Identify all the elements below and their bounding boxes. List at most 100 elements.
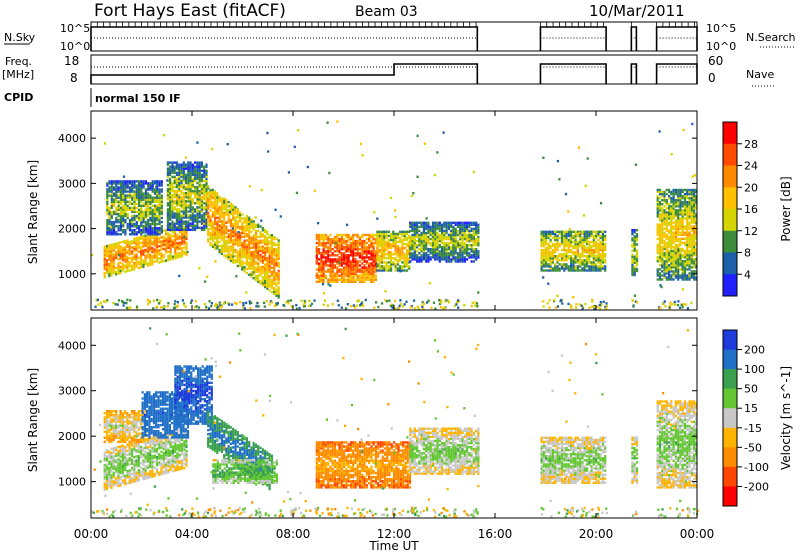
heatmap-cell <box>205 200 208 203</box>
heatmap-cell <box>169 181 172 185</box>
heatmap-cell <box>595 236 598 240</box>
heatmap-cell <box>401 248 404 252</box>
heatmap-cell <box>216 224 219 228</box>
heatmap-cell <box>663 215 666 218</box>
heatmap-cell <box>241 225 244 228</box>
heatmap-cell <box>683 253 687 257</box>
heatmap-cell <box>124 252 127 255</box>
heatmap-cell <box>327 241 330 245</box>
heatmap-cell <box>184 204 188 207</box>
heatmap-cell <box>268 266 271 270</box>
heatmap-cell <box>113 200 116 203</box>
heatmap-cell <box>318 266 321 269</box>
heatmap-cell <box>570 263 573 266</box>
heatmap-cell <box>670 233 673 236</box>
heatmap-cell <box>108 274 111 278</box>
heatmap-cell <box>277 280 280 283</box>
heatmap-cell <box>574 244 577 248</box>
heatmap-cell <box>169 214 172 217</box>
heatmap-cell <box>570 242 573 246</box>
heatmap-cell <box>452 229 455 233</box>
heatmap-cell <box>117 218 120 222</box>
heatmap-cell <box>658 258 662 261</box>
heatmap-cell <box>133 245 136 249</box>
heatmap-cell <box>133 257 136 261</box>
heatmap-cell <box>110 274 113 277</box>
heatmap-cell <box>396 248 399 252</box>
heatmap-cell <box>658 201 662 204</box>
heatmap-cell <box>207 221 210 225</box>
heatmap-cell <box>681 215 684 218</box>
heatmap-cell <box>189 194 192 197</box>
heatmap-cell <box>173 161 176 164</box>
heatmap-cell <box>203 194 206 197</box>
heatmap-cell <box>270 282 273 286</box>
heatmap-cell <box>672 262 675 265</box>
heatmap-cell <box>686 223 689 226</box>
heatmap-cell <box>113 188 116 191</box>
heatmap-cell <box>252 273 255 276</box>
heatmap-cell <box>676 303 680 307</box>
heatmap-cell <box>196 206 199 209</box>
heatmap-cell <box>103 257 106 261</box>
heatmap-cell <box>372 252 375 255</box>
heatmap-cell <box>376 246 379 250</box>
heatmap-cell <box>468 221 471 224</box>
heatmap-cell <box>392 242 395 246</box>
heatmap-cell <box>693 207 696 210</box>
heatmap-cell <box>229 249 233 252</box>
heatmap-cell <box>277 255 280 258</box>
heatmap-cell <box>270 248 273 251</box>
heatmap-cell <box>340 260 343 263</box>
heatmap-cell <box>133 266 136 269</box>
heatmap-cell <box>436 223 439 226</box>
heatmap-cell <box>466 227 469 231</box>
heatmap-cell <box>166 161 169 164</box>
heatmap-cell <box>248 232 251 236</box>
heatmap-cell <box>194 192 197 195</box>
heatmap-cell <box>452 246 455 249</box>
heatmap-cell <box>372 235 375 239</box>
heatmap-cell <box>459 260 462 263</box>
heatmap-cell <box>416 239 419 243</box>
heatmap-cell <box>182 212 185 215</box>
heatmap-cell <box>672 245 675 249</box>
heatmap-cell <box>567 269 570 272</box>
heatmap-cell <box>574 253 577 256</box>
heatmap-cell <box>378 244 381 248</box>
heatmap-cell <box>176 234 179 237</box>
heatmap-cell <box>470 233 473 237</box>
heatmap-cell <box>380 232 384 236</box>
heatmap-cell <box>399 299 402 302</box>
heatmap-cell <box>665 278 668 281</box>
heatmap-cell <box>672 194 675 198</box>
heatmap-cell <box>545 265 548 268</box>
heatmap-cell <box>169 224 172 227</box>
heatmap-cell <box>122 184 125 187</box>
heatmap-cell <box>670 211 673 214</box>
heatmap-cell <box>126 257 129 261</box>
heatmap-cell <box>677 215 680 218</box>
heatmap-cell <box>211 235 214 238</box>
heatmap-cell <box>115 225 118 228</box>
heatmap-cell <box>352 280 355 283</box>
heatmap-cell <box>674 270 677 273</box>
heatmap-cell <box>184 222 188 225</box>
heatmap-cell <box>133 196 136 199</box>
heatmap-cell <box>338 237 341 241</box>
heatmap-cell <box>264 247 267 250</box>
heatmap-cell <box>431 241 435 245</box>
heatmap-cell <box>196 189 199 193</box>
heatmap-cell <box>686 233 689 236</box>
heatmap-cell <box>142 202 145 205</box>
heatmap-cell <box>225 221 228 224</box>
heatmap-cell <box>229 253 233 256</box>
heatmap-cell <box>324 264 327 267</box>
heatmap-cell <box>663 274 666 277</box>
heatmap-cell <box>681 247 684 251</box>
heatmap-cell <box>194 173 197 176</box>
heatmap-cell <box>576 240 579 244</box>
heatmap-cell <box>320 278 323 281</box>
heatmap-cell <box>236 207 239 211</box>
heatmap-cell <box>220 199 223 203</box>
